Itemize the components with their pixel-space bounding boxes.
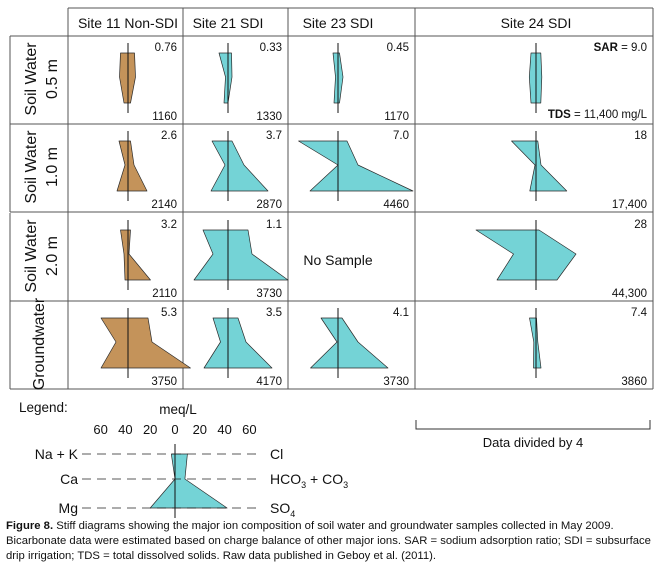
column-header: Site 21 SDI <box>193 15 264 31</box>
sar-value: 7.0 <box>393 130 409 142</box>
sar-value: 5.3 <box>161 307 177 319</box>
row-label-line2: 0.5 m <box>44 59 61 99</box>
column-headers: Site 11 Non-SDI Site 21 SDI Site 23 SDI Sit… <box>78 15 571 31</box>
stiff-cell: 3.7 2870 <box>210 130 282 211</box>
sar-value: 3.7 <box>266 130 282 142</box>
legend: Legend: meq/L 60 40 20 0 20 40 60 Na + K Ca Mg Cl HCO… <box>19 400 348 519</box>
tds-value: 44,300 <box>612 288 647 300</box>
tds-value: 3860 <box>621 376 647 388</box>
legend-tick-label: 40 <box>118 422 132 437</box>
stiff-polygon <box>529 317 542 369</box>
tds-value: 4460 <box>383 199 409 211</box>
tds-value: 2140 <box>151 199 177 211</box>
tds-value: 1160 <box>152 111 177 123</box>
stiff-polygon <box>511 140 568 192</box>
site24-note: Data divided by 4 <box>415 420 651 450</box>
stiff-cell: 4.1 3730 <box>310 307 409 388</box>
sar-value: 18 <box>634 130 647 142</box>
tds-value: 3730 <box>383 376 409 388</box>
stiff-cell: 0.76 1160 <box>119 42 177 123</box>
legend-cation-label: Mg <box>59 500 78 516</box>
stiff-diagram-figure: Site 11 Non-SDI Site 21 SDI Site 23 SDI Sit… <box>9 7 654 519</box>
sar-value: 3.5 <box>266 307 282 319</box>
stiff-polygon <box>100 317 191 369</box>
tds-value: 2870 <box>256 199 282 211</box>
legend-anion-label: HCO3 + CO3 <box>270 471 348 490</box>
stiff-cell: 3.2 2110 <box>120 219 177 300</box>
tds-value: 1330 <box>256 111 282 123</box>
no-sample-label: No Sample <box>303 252 372 268</box>
stiff-polygon <box>193 229 289 281</box>
sar-value: 3.2 <box>161 219 177 231</box>
legend-anion-label: Cl <box>270 446 283 462</box>
sar-value: 1.1 <box>266 219 282 231</box>
stiff-polygon <box>475 229 577 281</box>
sar-value: 2.6 <box>161 130 177 142</box>
stiff-polygon <box>149 453 228 509</box>
tds-label: TDS = 11,400 mg/L <box>548 109 648 121</box>
stiff-cell: 5.3 3750 <box>100 307 191 388</box>
legend-tick-label: 20 <box>143 422 157 437</box>
tds-value: 2110 <box>152 288 177 300</box>
legend-anion-label: SO4 <box>270 500 295 519</box>
sar-value: 0.76 <box>155 42 177 54</box>
stiff-cell: 7.0 4460 <box>298 130 414 211</box>
sar-value: 4.1 <box>393 307 409 319</box>
tds-value: 3730 <box>256 288 282 300</box>
tds-value: 3750 <box>151 376 177 388</box>
stiff-cell: 0.33 1330 <box>218 42 282 123</box>
legend-tick-label: 60 <box>93 422 107 437</box>
stiff-polygon <box>218 52 233 104</box>
sar-value: 0.33 <box>260 42 282 54</box>
stiff-polygon <box>203 317 273 369</box>
figure-grid <box>9 7 654 390</box>
legend-tick-label: 40 <box>217 422 231 437</box>
legend-cation-label: Ca <box>60 471 78 487</box>
tds-value: 4170 <box>256 376 282 388</box>
column-header: Site 24 SDI <box>501 15 572 31</box>
stiff-cell: 1.1 3730 <box>193 219 289 300</box>
stiff-polygon <box>116 140 148 192</box>
legend-tick-label: 60 <box>242 422 256 437</box>
note-bracket <box>415 420 651 430</box>
stiff-polygon <box>120 229 151 281</box>
legend-cation-label: Na + K <box>35 446 79 462</box>
sar-value: 28 <box>634 219 647 231</box>
row-label-line1: Soil Water <box>23 42 40 116</box>
row-label-line2: 2.0 m <box>44 236 61 276</box>
legend-label: Legend: <box>19 400 68 415</box>
legend-tick-label: 20 <box>193 422 207 437</box>
stiff-cell: 18 17,400 <box>511 130 647 211</box>
stiff-cell: 2.6 2140 <box>116 130 177 211</box>
row-label-line1: Groundwater <box>31 297 48 390</box>
tds-value: 1170 <box>384 111 409 123</box>
legend-axis-title: meq/L <box>159 402 197 417</box>
stiff-cell: SAR = 9.0 TDS = 11,400 mg/L <box>528 42 648 121</box>
figure-caption: Figure 8. Stiff diagrams showing the maj… <box>6 519 658 564</box>
stiff-cell: 28 44,300 <box>475 219 647 300</box>
stiff-cell: No Sample <box>303 252 372 268</box>
sar-value: 7.4 <box>631 307 648 319</box>
sar-label: SAR = 9.0 <box>594 42 647 54</box>
legend-tick-label: 0 <box>171 422 178 437</box>
stiff-cell: 7.4 3860 <box>529 307 648 388</box>
caption-text: Stiff diagrams showing the major ion com… <box>6 520 651 562</box>
stiff-cell: 0.45 1170 <box>332 42 409 123</box>
row-label-line1: Soil Water <box>23 219 40 293</box>
note-text: Data divided by 4 <box>483 435 583 450</box>
row-label-line1: Soil Water <box>23 130 40 204</box>
stiff-cell: 3.5 4170 <box>203 307 282 388</box>
column-header: Site 11 Non-SDI <box>78 15 178 31</box>
sar-value: 0.45 <box>387 42 409 54</box>
stiff-polygon <box>298 140 414 192</box>
tds-value: 17,400 <box>612 199 647 211</box>
stiff-polygon <box>210 140 269 192</box>
row-label-line2: 1.0 m <box>44 147 61 187</box>
caption-label: Figure 8. <box>6 520 54 532</box>
stiff-polygon <box>310 317 389 369</box>
column-header: Site 23 SDI <box>303 15 374 31</box>
stiff-diagram-cells: 0.76 1160 0.33 1330 0.45 1170 SAR = 9.0 TDS = 1… <box>100 42 648 388</box>
